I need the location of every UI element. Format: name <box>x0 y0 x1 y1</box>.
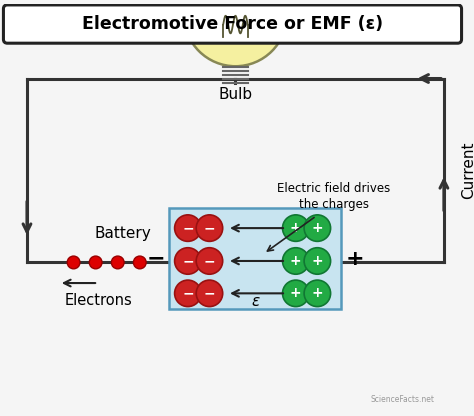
Text: −: − <box>182 286 194 300</box>
Text: Electromotive Force or EMF (ε): Electromotive Force or EMF (ε) <box>82 15 383 33</box>
Circle shape <box>89 256 102 269</box>
FancyBboxPatch shape <box>3 5 462 43</box>
Text: Battery: Battery <box>94 225 151 240</box>
Text: ScienceFacts.net: ScienceFacts.net <box>370 395 434 404</box>
Text: the charges: the charges <box>299 198 369 211</box>
Text: Current: Current <box>461 142 474 199</box>
FancyBboxPatch shape <box>169 208 341 309</box>
Circle shape <box>283 248 309 274</box>
Circle shape <box>174 215 201 241</box>
Text: +: + <box>290 286 301 300</box>
Circle shape <box>283 215 309 241</box>
Circle shape <box>196 280 223 307</box>
Circle shape <box>304 280 330 307</box>
Circle shape <box>111 256 124 269</box>
Text: +: + <box>311 254 323 268</box>
Text: Electric field drives: Electric field drives <box>277 182 390 196</box>
Circle shape <box>174 248 201 274</box>
Text: +: + <box>290 221 301 235</box>
Circle shape <box>184 0 287 66</box>
Circle shape <box>174 280 201 307</box>
Text: +: + <box>311 221 323 235</box>
Text: +: + <box>311 286 323 300</box>
Circle shape <box>304 248 330 274</box>
Text: +: + <box>290 254 301 268</box>
Text: Electrons: Electrons <box>64 293 132 308</box>
Circle shape <box>304 215 330 241</box>
Text: −: − <box>204 221 215 235</box>
Text: −: − <box>204 286 215 300</box>
Text: +: + <box>346 249 364 269</box>
Text: −: − <box>182 221 194 235</box>
Circle shape <box>283 280 309 307</box>
Text: Bulb: Bulb <box>219 87 253 102</box>
Text: ε: ε <box>251 294 259 309</box>
Circle shape <box>67 256 80 269</box>
Circle shape <box>196 215 223 241</box>
Circle shape <box>133 256 146 269</box>
Circle shape <box>196 248 223 274</box>
Text: −: − <box>146 249 165 269</box>
Text: −: − <box>204 254 215 268</box>
Text: −: − <box>182 254 194 268</box>
